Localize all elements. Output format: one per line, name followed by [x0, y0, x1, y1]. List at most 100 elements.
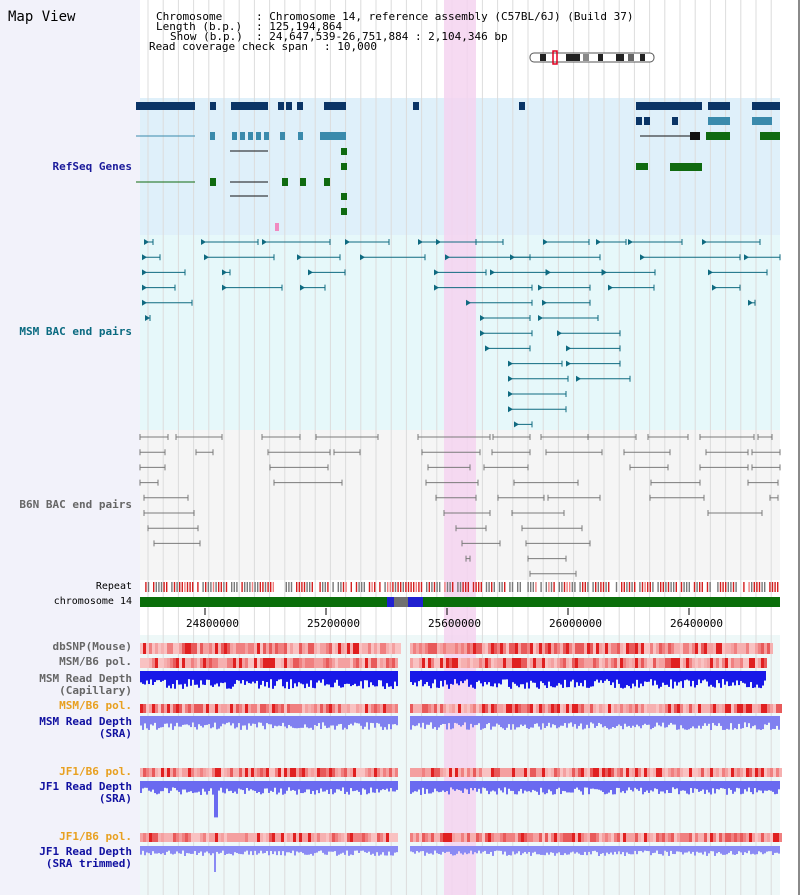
depth-bar	[640, 716, 642, 729]
heat-cell	[161, 658, 164, 668]
depth-bar	[246, 716, 248, 730]
heat-cell	[170, 658, 173, 668]
depth-bar	[366, 671, 368, 681]
depth-bar	[530, 846, 532, 856]
depth-bar	[734, 846, 736, 855]
dbsnp-label[interactable]: dbSNP(Mouse)	[52, 640, 132, 653]
depth-bar	[752, 716, 754, 727]
heat-cell	[770, 704, 773, 713]
depth-bar	[176, 781, 178, 791]
heat-cell	[554, 658, 557, 668]
depth-bar	[702, 671, 704, 681]
msm-pol-label[interactable]: MSM/B6 pol.	[59, 655, 132, 668]
depth-bar	[170, 671, 172, 689]
depth-bar	[692, 716, 694, 727]
heat-cell	[728, 643, 731, 654]
depth-bar	[742, 716, 744, 729]
refseq-genes-label[interactable]: RefSeq Genes	[52, 160, 132, 173]
depth-bar	[554, 846, 556, 856]
msm-depth-sra-label[interactable]: MSM Read Depth	[39, 715, 132, 728]
depth-bar	[472, 671, 474, 688]
depth-bar	[556, 846, 558, 854]
msm-pol-2-label[interactable]: MSM/B6 pol.	[59, 699, 132, 712]
heat-cell	[452, 833, 455, 842]
heat-cell	[707, 768, 710, 777]
depth-bar	[710, 716, 712, 730]
depth-bar	[284, 846, 286, 856]
depth-bar	[762, 671, 764, 686]
depth-bar	[622, 846, 624, 853]
depth-bar	[230, 671, 232, 689]
depth-bar	[264, 781, 266, 789]
heat-cell	[557, 658, 560, 668]
depth-bar	[508, 781, 510, 789]
depth-bar	[532, 716, 534, 728]
heat-cell	[365, 643, 368, 654]
jf1-pol-label[interactable]: JF1/B6 pol.	[59, 765, 132, 778]
depth-bar	[732, 846, 734, 855]
heat-cell	[332, 833, 335, 842]
depth-bar	[236, 671, 238, 681]
repeat-mark	[553, 582, 555, 592]
msm-bac-label[interactable]: MSM BAC end pairs	[19, 325, 132, 338]
depth-bar	[618, 716, 620, 725]
repeat-mark	[561, 582, 563, 592]
heat-cell	[656, 704, 659, 713]
jf1-depth-sra-label[interactable]: JF1 Read Depth	[39, 780, 132, 793]
depth-bar	[204, 671, 206, 685]
heat-cell	[725, 768, 728, 777]
heat-cell	[431, 704, 434, 713]
depth-bar	[412, 671, 414, 685]
depth-bar	[182, 716, 184, 725]
heat-cell	[737, 658, 740, 668]
heat-cell	[683, 833, 686, 842]
depth-bar	[702, 781, 704, 790]
bac-end-marker	[576, 375, 581, 382]
jf1-pol-2-label[interactable]: JF1/B6 pol.	[59, 830, 132, 843]
heat-cell	[494, 833, 497, 842]
heat-cell	[449, 833, 452, 842]
depth-bar	[380, 671, 382, 681]
b6n-bac-label[interactable]: B6N BAC end pairs	[19, 498, 132, 511]
depth-bar	[328, 781, 330, 794]
heat-cell	[605, 833, 608, 842]
heat-cell	[620, 768, 623, 777]
depth-bar	[378, 781, 380, 793]
heat-cell	[362, 833, 365, 842]
repeat-mark	[210, 582, 212, 592]
depth-bar	[286, 846, 288, 853]
depth-bar	[236, 846, 238, 854]
heat-cell	[389, 768, 392, 777]
depth-bar	[642, 671, 644, 687]
depth-bar	[506, 846, 508, 856]
heat-cell	[251, 704, 254, 713]
depth-bar	[302, 781, 304, 794]
heat-cell	[230, 643, 233, 654]
heat-cell	[338, 768, 341, 777]
repeat-mark	[722, 582, 724, 592]
gene-arrow	[341, 208, 347, 215]
depth-bar	[260, 846, 262, 851]
depth-bar	[336, 671, 338, 680]
depth-bar	[306, 671, 308, 684]
repeat-mark	[709, 582, 711, 592]
heat-cell	[371, 643, 374, 654]
msm-depth-cap-label[interactable]: MSM Read Depth	[39, 672, 132, 685]
heat-cell	[212, 704, 215, 713]
heat-cell	[143, 833, 146, 842]
depth-bar	[304, 846, 306, 855]
heat-cell	[572, 643, 575, 654]
depth-bar	[580, 671, 582, 683]
heat-cell	[164, 643, 167, 654]
heat-cell	[167, 704, 170, 713]
depth-bar	[510, 671, 512, 689]
jf1-depth-trim-label[interactable]: JF1 Read Depth	[39, 845, 132, 858]
depth-bar	[340, 781, 342, 791]
depth-bar	[330, 671, 332, 688]
heat-cell	[197, 643, 200, 654]
heat-cell	[356, 643, 359, 654]
depth-bar	[678, 781, 680, 795]
depth-bar	[478, 781, 480, 789]
heat-cell	[710, 833, 713, 842]
